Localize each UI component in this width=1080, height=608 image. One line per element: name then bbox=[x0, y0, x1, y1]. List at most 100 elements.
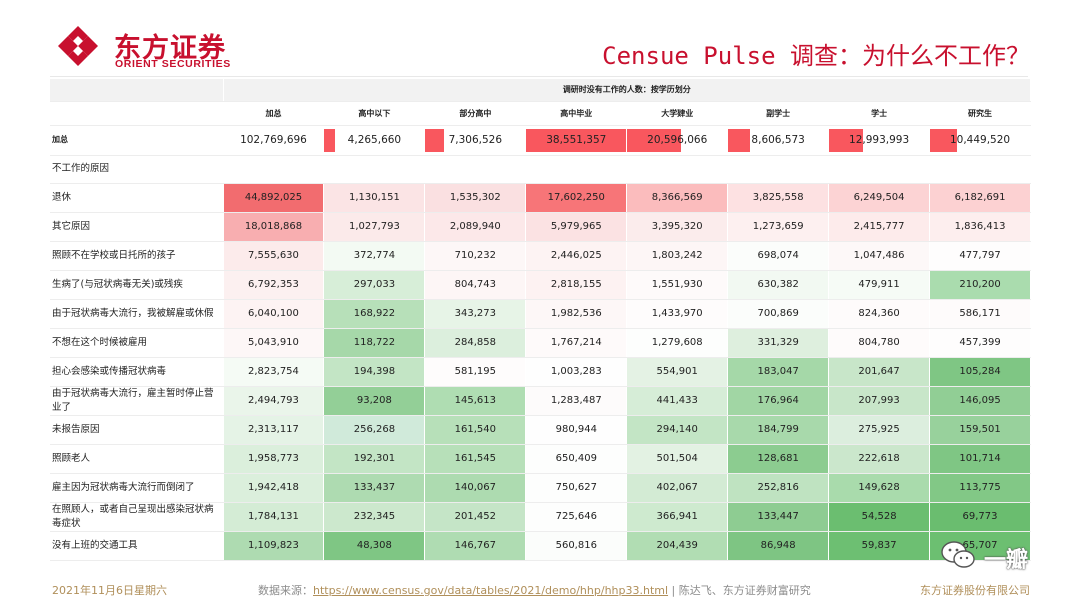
column-header: 部分高中 bbox=[424, 101, 527, 126]
table-cell: 501,504 bbox=[626, 444, 729, 474]
table-super-header: 调研时没有工作的人数：按学历划分 bbox=[223, 79, 1031, 102]
cell-value: 20,596,066 bbox=[647, 134, 708, 146]
cell-value: 102,769,696 bbox=[240, 134, 307, 146]
table-cell: 59,837 bbox=[828, 531, 931, 561]
table-cell: 275,925 bbox=[828, 415, 931, 445]
table-cell: 101,714 bbox=[929, 444, 1031, 474]
table-cell: 2,313,117 bbox=[223, 415, 325, 445]
table-cell: 2,415,777 bbox=[828, 212, 931, 242]
total-data-bar bbox=[829, 128, 863, 152]
table-cell: 710,232 bbox=[424, 241, 527, 271]
table-cell: 194,398 bbox=[323, 357, 426, 387]
table-cell: 366,941 bbox=[626, 502, 729, 532]
brand-logo: 东方证券 ORIENT SECURITIES bbox=[52, 26, 252, 70]
table-cell: 6,249,504 bbox=[828, 183, 931, 213]
table-cell: 700,869 bbox=[727, 299, 830, 329]
column-header: 副学士 bbox=[727, 101, 830, 126]
row-label: 其它原因 bbox=[50, 212, 224, 242]
row-label: 由于冠状病毒大流行，雇主暂时停止营业了 bbox=[50, 386, 224, 416]
table-cell: 343,273 bbox=[424, 299, 527, 329]
table-cell: 1,958,773 bbox=[223, 444, 325, 474]
table-cell: 698,074 bbox=[727, 241, 830, 271]
table-cell: 201,647 bbox=[828, 357, 931, 387]
table-cell: 1,130,151 bbox=[323, 183, 426, 213]
orient-securities-logo-icon bbox=[58, 26, 98, 66]
table-cell: 140,067 bbox=[424, 473, 527, 503]
total-row: 加总 102,769,696 4,265,660 7,306,526 38,551,35… bbox=[50, 125, 1031, 156]
table-cell: 2,494,793 bbox=[223, 386, 325, 416]
table-cell: 1,784,131 bbox=[223, 502, 325, 532]
total-cell: 4,265,660 bbox=[323, 125, 426, 156]
table-cell: 1,109,823 bbox=[223, 531, 325, 561]
table-cell: 5,979,965 bbox=[525, 212, 628, 242]
total-cell: 7,306,526 bbox=[424, 125, 527, 156]
row-label: 在照顾人，或者自己呈现出感染冠状病毒症状 bbox=[50, 502, 224, 532]
section-label: 不工作的原因 bbox=[50, 155, 224, 184]
table-cell: 2,818,155 bbox=[525, 270, 628, 300]
table-cell: 560,816 bbox=[525, 531, 628, 561]
table-row: 生病了(与冠状病毒无关)或残疾 6,792,353 297,033 804,743 2,… bbox=[50, 270, 1031, 300]
cell-value: 8,606,573 bbox=[751, 134, 805, 146]
wechat-icon bbox=[941, 541, 975, 568]
table-cell: 133,437 bbox=[323, 473, 426, 503]
table-cell: 1,003,283 bbox=[525, 357, 628, 387]
table-cell: 18,018,868 bbox=[223, 212, 325, 242]
table-cell: 1,027,793 bbox=[323, 212, 426, 242]
empty-cell bbox=[727, 155, 830, 184]
source-suffix: | 陈达飞、东方证券财富研究 bbox=[668, 584, 811, 597]
total-cell: 12,993,993 bbox=[828, 125, 931, 156]
table-cell: 804,780 bbox=[828, 328, 931, 358]
total-data-bar bbox=[425, 128, 445, 152]
header-divider bbox=[50, 76, 1028, 77]
table-cell: 586,171 bbox=[929, 299, 1031, 329]
table-cell: 1,942,418 bbox=[223, 473, 325, 503]
source-link[interactable]: https://www.census.gov/data/tables/2021/… bbox=[313, 584, 669, 597]
row-label: 未报告原因 bbox=[50, 415, 224, 445]
table-cell: 204,439 bbox=[626, 531, 729, 561]
column-header: 加总 bbox=[223, 101, 325, 126]
table-cell: 3,395,320 bbox=[626, 212, 729, 242]
table-cell: 1,836,413 bbox=[929, 212, 1031, 242]
table-cell: 1,279,608 bbox=[626, 328, 729, 358]
table-cell: 54,528 bbox=[828, 502, 931, 532]
table-cell: 297,033 bbox=[323, 270, 426, 300]
total-data-bar bbox=[627, 128, 681, 152]
column-header: 学士 bbox=[828, 101, 931, 126]
table-cell: 650,409 bbox=[525, 444, 628, 474]
table-row: 其它原因 18,018,868 1,027,793 2,089,940 5,979,96… bbox=[50, 212, 1031, 242]
table-cell: 7,555,630 bbox=[223, 241, 325, 271]
footer-source: 数据来源：https://www.census.gov/data/tables/… bbox=[258, 582, 811, 598]
table-cell: 1,535,302 bbox=[424, 183, 527, 213]
table-cell: 207,993 bbox=[828, 386, 931, 416]
footer-date: 2021年11月6日星期六 bbox=[52, 584, 167, 597]
table-cell: 3,825,558 bbox=[727, 183, 830, 213]
row-label: 生病了(与冠状病毒无关)或残疾 bbox=[50, 270, 224, 300]
table-cell: 149,628 bbox=[828, 473, 931, 503]
table-cell: 479,911 bbox=[828, 270, 931, 300]
table-cell: 980,944 bbox=[525, 415, 628, 445]
empty-cell bbox=[424, 155, 527, 184]
table-cell: 252,816 bbox=[727, 473, 830, 503]
table-cell: 750,627 bbox=[525, 473, 628, 503]
table-cell: 1,433,970 bbox=[626, 299, 729, 329]
table-cell: 725,646 bbox=[525, 502, 628, 532]
table-cell: 1,273,659 bbox=[727, 212, 830, 242]
column-header: 高中以下 bbox=[323, 101, 426, 126]
table-cell: 159,501 bbox=[929, 415, 1031, 445]
total-cell: 102,769,696 bbox=[223, 125, 325, 156]
empty-cell bbox=[828, 155, 931, 184]
total-data-bar bbox=[930, 128, 958, 152]
row-label: 担心会感染或传播冠状病毒 bbox=[50, 357, 224, 387]
table-corner-blank bbox=[50, 101, 224, 126]
row-label: 没有上班的交通工具 bbox=[50, 531, 224, 561]
table-cell: 86,948 bbox=[727, 531, 830, 561]
total-cell: 38,551,357 bbox=[525, 125, 628, 156]
brand-name-en: ORIENT SECURITIES bbox=[115, 58, 231, 70]
source-prefix: 数据来源： bbox=[258, 584, 313, 597]
table-cell: 93,208 bbox=[323, 386, 426, 416]
row-label: 由于冠状病毒大流行，我被解雇或休假 bbox=[50, 299, 224, 329]
table-cell: 146,095 bbox=[929, 386, 1031, 416]
watermark-text: 一瓣 bbox=[984, 548, 1029, 573]
table-cell: 6,792,353 bbox=[223, 270, 325, 300]
empty-cell bbox=[323, 155, 426, 184]
